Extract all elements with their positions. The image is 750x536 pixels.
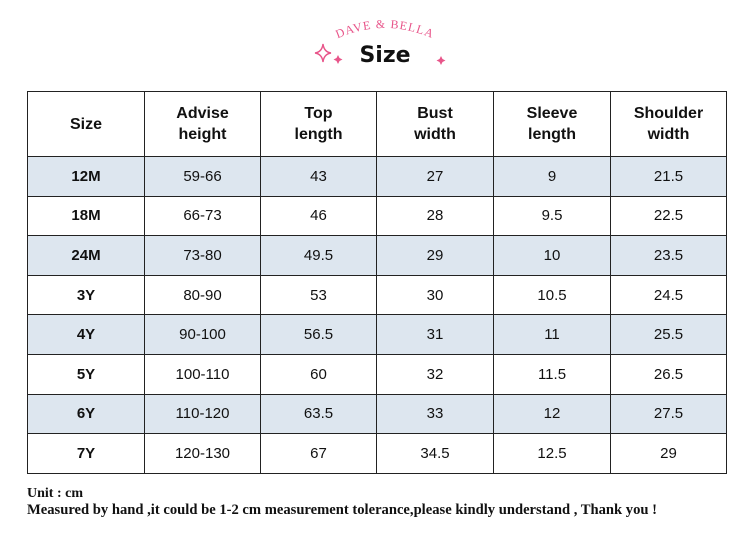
sparkle bbox=[314, 43, 332, 63]
table-row: 3Y 80-90 53 30 10.5 24.5 bbox=[27, 274, 727, 316]
table-row: 5Y 100-110 60 32 11.5 26.5 bbox=[27, 353, 727, 395]
cell: 26.5 bbox=[610, 353, 727, 395]
cell: 32 bbox=[376, 353, 494, 395]
column-header: Size bbox=[27, 91, 145, 157]
cell: 73-80 bbox=[144, 235, 261, 276]
cell: 80-90 bbox=[144, 274, 261, 316]
table-row: 6Y 110-120 63.5 33 12 27.5 bbox=[27, 393, 727, 435]
cell: 28 bbox=[376, 195, 494, 237]
cell: 30 bbox=[376, 274, 494, 316]
cell: 33 bbox=[376, 393, 494, 435]
cell: 110-120 bbox=[144, 393, 261, 435]
cell: 56.5 bbox=[260, 314, 377, 355]
cell: 67 bbox=[260, 433, 377, 474]
sparkle bbox=[333, 55, 343, 64]
row-label: 12M bbox=[27, 156, 145, 197]
cell: 10.5 bbox=[493, 274, 611, 316]
cell: 34.5 bbox=[376, 433, 494, 474]
table-body: 12M 59-66 43 27 9 21.5 18M 66-73 46 28 9.5 22.5 24M 7… bbox=[27, 156, 727, 474]
cell: 27 bbox=[376, 156, 494, 197]
header-line: width bbox=[647, 126, 690, 143]
cell: 9 bbox=[493, 156, 611, 197]
cell: 9.5 bbox=[493, 195, 611, 237]
cell: 29 bbox=[376, 235, 494, 276]
size-table: Size Advise height Top length Bust width Sleeve… bbox=[27, 91, 727, 474]
cell: 90-100 bbox=[144, 314, 261, 355]
unit: Unit : cm bbox=[27, 486, 83, 501]
cell: 29 bbox=[610, 433, 727, 474]
row-label: 7Y bbox=[27, 433, 145, 474]
header-line: height bbox=[178, 126, 227, 143]
cell: 49.5 bbox=[260, 235, 377, 276]
column-header: Advise height bbox=[144, 91, 261, 157]
brand: DAVE & BELLA bbox=[333, 17, 436, 41]
table-row: 4Y 90-100 56.5 31 11 25.5 bbox=[27, 314, 727, 355]
header-line: Size bbox=[69, 115, 102, 133]
column-header: Bust width bbox=[376, 91, 494, 157]
brand-text: DAVE & BELLA bbox=[333, 17, 435, 41]
column-header: Top length bbox=[260, 91, 377, 157]
note: Measured by hand ,it could be 1-2 cm mea… bbox=[27, 502, 658, 518]
cell: 46 bbox=[260, 195, 377, 237]
cell: 12 bbox=[493, 393, 611, 435]
table-row: 12M 59-66 43 27 9 21.5 bbox=[27, 156, 727, 197]
table-row: 24M 73-80 49.5 29 10 23.5 bbox=[27, 235, 727, 276]
row-label: 3Y bbox=[27, 274, 145, 316]
header-line: width bbox=[414, 126, 456, 143]
column-header: Shoulder width bbox=[610, 91, 727, 157]
header-line: Bust bbox=[417, 105, 453, 122]
cell: 100-110 bbox=[144, 353, 261, 395]
cell: 12.5 bbox=[493, 433, 611, 474]
header: DAVE & BELLA Size bbox=[314, 17, 446, 68]
table-row: 7Y 120-130 67 34.5 12.5 29 bbox=[27, 433, 727, 474]
title: Size bbox=[359, 43, 410, 68]
sparkle bbox=[436, 56, 446, 65]
header-line: length bbox=[294, 126, 343, 143]
column-header: Sleeve length bbox=[493, 91, 611, 157]
cell: 63.5 bbox=[260, 393, 377, 435]
row-label: 18M bbox=[27, 195, 145, 237]
header-line: Advise bbox=[176, 105, 229, 122]
cell: 31 bbox=[376, 314, 494, 355]
header-line: length bbox=[528, 126, 576, 143]
cell: 25.5 bbox=[610, 314, 727, 355]
cell: 23.5 bbox=[610, 235, 727, 276]
header-row: Size Advise height Top length Bust width Sleeve… bbox=[27, 91, 727, 157]
cell: 60 bbox=[260, 353, 377, 395]
row-label: 4Y bbox=[27, 314, 145, 355]
cell: 24.5 bbox=[610, 274, 727, 316]
row-label: 6Y bbox=[27, 393, 145, 435]
header-line: Top bbox=[304, 105, 333, 122]
table-row: 18M 66-73 46 28 9.5 22.5 bbox=[27, 195, 727, 237]
cell: 21.5 bbox=[610, 156, 727, 197]
cell: 43 bbox=[260, 156, 377, 197]
cell: 10 bbox=[493, 235, 611, 276]
cell: 22.5 bbox=[610, 195, 727, 237]
header-line: Shoulder bbox=[633, 105, 704, 122]
cell: 27.5 bbox=[610, 393, 727, 435]
cell: 59-66 bbox=[144, 156, 261, 197]
row-label: 24M bbox=[27, 235, 145, 276]
cell: 53 bbox=[260, 274, 377, 316]
cell: 120-130 bbox=[144, 433, 261, 474]
cell: 66-73 bbox=[144, 195, 261, 237]
row-label: 5Y bbox=[27, 353, 145, 395]
header-line: Sleeve bbox=[526, 105, 578, 122]
cell: 11.5 bbox=[493, 353, 611, 395]
cell: 11 bbox=[493, 314, 611, 355]
